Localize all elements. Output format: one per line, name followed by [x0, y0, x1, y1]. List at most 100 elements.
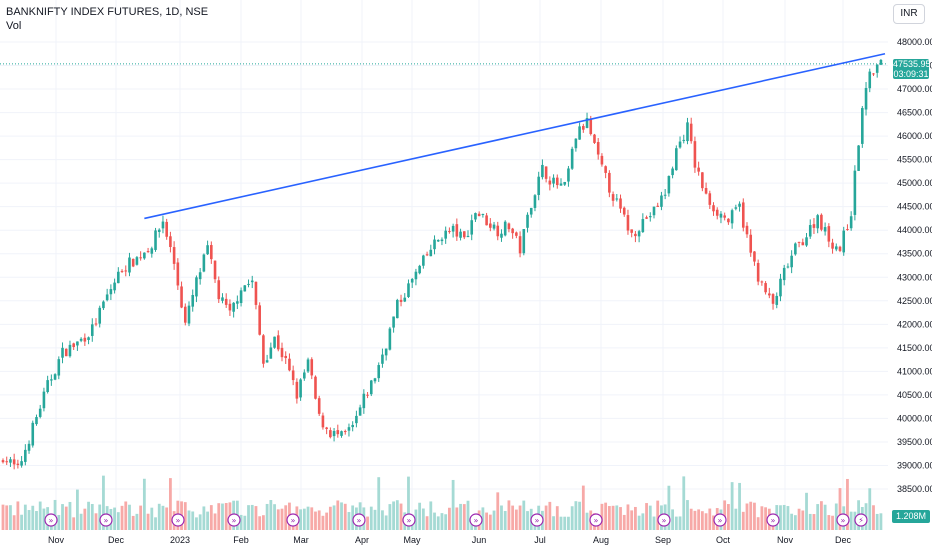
candle-body [801, 242, 805, 246]
time-tick-label: 2023 [170, 535, 190, 545]
last-price-value: 47535.95 [893, 59, 931, 69]
candle-body [831, 242, 834, 249]
candle-body [35, 417, 38, 425]
volume-bar [217, 503, 221, 530]
volume-bar [448, 507, 451, 530]
candle-body [12, 459, 16, 465]
candle-body [660, 195, 663, 207]
volume-bar [552, 516, 555, 530]
candle-body [507, 223, 511, 230]
candle-body [366, 394, 369, 396]
candle-body [715, 209, 719, 216]
volume-bar [820, 501, 823, 530]
candle-body [250, 280, 254, 283]
volume-bar [849, 511, 853, 530]
time-axis[interactable]: Nov Dec 2023 Feb Mar Apr May Jun Jul Aug Sep Oct Nov… [48, 535, 852, 545]
event-markers[interactable]: » » » » » » » » » » » » » » ⚡ [44, 513, 868, 527]
volume-bar [388, 504, 392, 530]
candle-body [511, 228, 514, 234]
candle-body [27, 443, 31, 451]
volume-bar [35, 511, 38, 530]
candle-body [485, 215, 488, 226]
price-tick-label: 41500.00 [897, 343, 932, 353]
volume-bar [816, 504, 820, 530]
candle-body [834, 246, 838, 250]
volume-bar [760, 506, 764, 530]
candle-body [321, 415, 325, 428]
time-tick-label: Nov [777, 535, 794, 545]
volume-bar [730, 482, 734, 530]
volume-bar [72, 517, 76, 530]
currency-button[interactable]: INR [893, 4, 925, 24]
volume-bar [79, 513, 83, 530]
volume-bar [712, 515, 715, 530]
event-glyph: » [474, 516, 479, 525]
volume-bar [183, 502, 187, 530]
volume-bar [328, 506, 332, 530]
candle-body [94, 323, 98, 325]
candle-body [526, 214, 529, 228]
candle-body [489, 223, 492, 228]
candle-body [786, 266, 790, 268]
event-glyph: » [49, 516, 54, 525]
candle-body [265, 360, 269, 363]
event-marker-icon: » [836, 513, 850, 527]
volume-bar [764, 507, 767, 530]
price-axis[interactable]: 38500.00 39000.00 39500.00 40000.00 40500.00… [897, 37, 932, 494]
candle-body [306, 359, 310, 372]
candle-body [641, 219, 645, 233]
candle-body [176, 262, 180, 286]
candle-body [667, 175, 671, 194]
candle-body [217, 280, 221, 300]
candle-body [407, 283, 410, 298]
candle-body [143, 252, 146, 259]
candle-body [262, 335, 265, 364]
candle-body [332, 430, 336, 437]
candle-body [102, 301, 105, 309]
candle-body [820, 214, 823, 230]
candle-body [340, 431, 343, 436]
volume-bar [113, 507, 116, 530]
volume-bar [555, 506, 559, 530]
candle-body [474, 213, 477, 220]
volume-bar [399, 503, 403, 530]
candle-body [589, 119, 593, 135]
candle-body [515, 232, 518, 236]
volume-bar [146, 513, 150, 530]
candle-body [202, 254, 206, 272]
candle-body [221, 297, 224, 301]
event-circle [286, 513, 300, 527]
symbol-title[interactable]: BANKNIFTY INDEX FUTURES, 1D, NSE [6, 6, 209, 18]
volume-bar [570, 506, 574, 530]
candle-body [169, 236, 172, 248]
volume-bar [243, 515, 247, 530]
volume-bar [76, 489, 79, 530]
candle-body [634, 233, 637, 237]
volume-bar [496, 492, 500, 530]
event-glyph: » [232, 516, 237, 525]
candle-body [768, 293, 771, 296]
volume-bar [276, 509, 280, 530]
event-circle [44, 513, 58, 527]
volume-bar [812, 514, 816, 530]
candle-body [753, 251, 756, 262]
event-marker-icon: » [352, 513, 366, 527]
candle-body [567, 168, 570, 182]
candle-body [418, 265, 421, 274]
candle-body [403, 297, 407, 302]
volume-bar [325, 512, 329, 530]
volume-bar [239, 514, 243, 530]
time-tick-label: Feb [233, 535, 249, 545]
candle-body [57, 359, 61, 376]
event-circle [836, 513, 850, 527]
volume-bar [466, 500, 470, 530]
volume-bar [273, 504, 276, 530]
volume-bar [581, 485, 585, 530]
volume-bar [87, 501, 90, 530]
trendline[interactable] [144, 52, 886, 220]
volume-bar [221, 503, 224, 530]
time-tick-label: Dec [835, 535, 852, 545]
volume-indicator-label[interactable]: Vol [6, 20, 22, 32]
